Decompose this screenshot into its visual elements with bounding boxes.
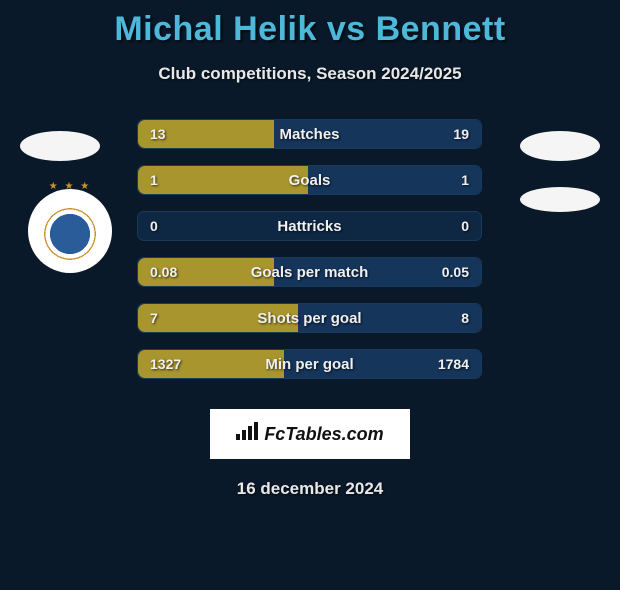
stat-label: Hattricks — [138, 212, 481, 240]
stat-value-left: 1 — [150, 166, 158, 194]
crest-shield-icon — [40, 201, 100, 261]
subtitle: Club competitions, Season 2024/2025 — [0, 64, 620, 84]
signal-icon — [236, 422, 258, 446]
stat-row: Shots per goal7 8 — [137, 303, 482, 333]
page-title: Michal Helik vs Bennett — [0, 10, 620, 49]
stat-value-left: 0 — [150, 212, 158, 240]
comparison-stage: ★ ★ ★ Matches13 19 Goals1 1 Hattricks0 0 Goals… — [0, 119, 620, 401]
player1-photo — [20, 131, 100, 161]
crest-stars-icon: ★ ★ ★ — [28, 181, 112, 192]
stat-value-right: 19 — [453, 120, 469, 148]
stat-value-left: 7 — [150, 304, 158, 332]
stat-value-left: 0.08 — [150, 258, 177, 286]
stat-row: Min per goal1327 1784 — [137, 349, 482, 379]
stat-value-right: 0 — [461, 212, 469, 240]
stat-label: Matches — [138, 120, 481, 148]
stat-value-left: 13 — [150, 120, 166, 148]
player2-photo — [520, 131, 600, 161]
stat-row: Matches13 19 — [137, 119, 482, 149]
stat-value-right: 1 — [461, 166, 469, 194]
stats-bars: Matches13 19 Goals1 1 Hattricks0 0 Goals per m… — [137, 119, 482, 395]
stat-label: Min per goal — [138, 350, 481, 378]
fctables-logo: FcTables.com — [210, 409, 410, 459]
logo-text: FcTables.com — [264, 424, 383, 445]
stat-label: Shots per goal — [138, 304, 481, 332]
stat-value-right: 1784 — [438, 350, 469, 378]
player1-club-badge: ★ ★ ★ — [28, 189, 112, 273]
date-text: 16 december 2024 — [0, 479, 620, 499]
stat-value-right: 0.05 — [442, 258, 469, 286]
stat-value-left: 1327 — [150, 350, 181, 378]
stat-row: Goals per match0.08 0.05 — [137, 257, 482, 287]
player2-club-badge — [520, 187, 600, 212]
stat-row: Hattricks0 0 — [137, 211, 482, 241]
stat-value-right: 8 — [461, 304, 469, 332]
stat-label: Goals — [138, 166, 481, 194]
stat-label: Goals per match — [138, 258, 481, 286]
stat-row: Goals1 1 — [137, 165, 482, 195]
